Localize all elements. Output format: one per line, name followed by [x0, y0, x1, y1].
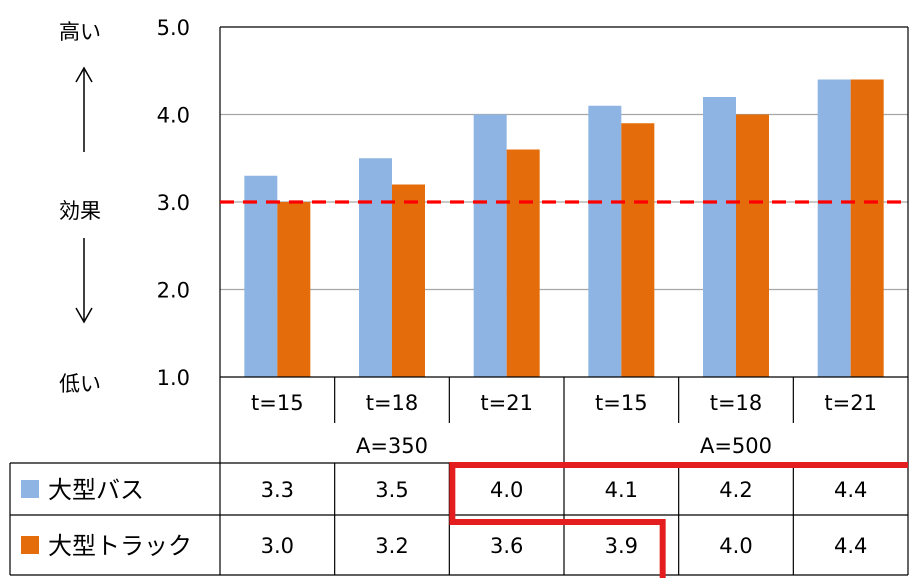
data-label: 3.9	[605, 534, 638, 558]
x-tick-label: t=18	[710, 391, 763, 415]
y-axis-side-labels: 高い 効果 低い	[59, 20, 101, 396]
data-label: 3.3	[261, 478, 294, 502]
x-tick-label: t=15	[251, 391, 304, 415]
arrow-down-icon	[75, 238, 93, 324]
bar-truck	[506, 149, 540, 377]
bar-truck	[621, 123, 655, 377]
bar-bus	[473, 114, 507, 377]
highlight-outline	[449, 462, 908, 578]
y-tick-label: 4.0	[157, 104, 190, 128]
bar-truck	[850, 79, 884, 377]
data-label: 4.4	[834, 534, 867, 558]
data-label: 3.2	[375, 534, 408, 558]
highlight-top-left	[449, 462, 908, 525]
data-label: 3.0	[261, 534, 294, 558]
bars	[244, 79, 884, 377]
x-tick-label: t=15	[595, 391, 648, 415]
arrow-up-icon	[75, 66, 93, 152]
data-label: 3.6	[490, 534, 523, 558]
legend-swatch	[21, 536, 39, 554]
y-tick-label: 3.0	[157, 191, 190, 215]
y-tick-label: 5.0	[157, 16, 190, 40]
data-label: 4.0	[490, 478, 523, 502]
legend-label: 大型バス	[48, 476, 144, 504]
bar-truck	[277, 202, 311, 377]
data-label: 4.0	[719, 534, 752, 558]
x-tick-label: t=18	[366, 391, 419, 415]
effect-label: 効果	[59, 199, 101, 223]
y-tick-labels: 5.0 4.0 3.0 2.0 1.0	[157, 16, 190, 390]
legend-label: 大型トラック	[48, 532, 192, 560]
bar-truck	[736, 114, 769, 377]
bar-bus	[588, 105, 622, 377]
low-label: 低い	[59, 372, 101, 396]
y-tick-label: 2.0	[157, 279, 190, 303]
group-label: A=350	[356, 434, 428, 458]
x-tick-label: t=21	[824, 391, 877, 415]
group-label: A=500	[700, 434, 772, 458]
high-label: 高い	[59, 20, 101, 44]
data-table: t=15 t=18 t=21 t=15 t=18 t=21 A=350 A=500 大型バス 3.…	[9, 376, 909, 576]
y-tick-label: 1.0	[157, 366, 190, 390]
bar-bus	[244, 175, 278, 377]
data-label: 3.5	[375, 478, 408, 502]
bar-bus	[359, 158, 392, 377]
bar-bus	[703, 97, 736, 377]
data-label: 4.2	[719, 478, 752, 502]
legend-swatch	[21, 480, 39, 498]
data-label: 4.1	[605, 478, 638, 502]
x-tick-label: t=21	[480, 391, 533, 415]
grid-lines	[219, 26, 909, 377]
data-label: 4.4	[834, 478, 867, 502]
bar-bus	[817, 79, 851, 377]
highlight-step	[452, 519, 666, 578]
bar-truck	[392, 184, 425, 377]
